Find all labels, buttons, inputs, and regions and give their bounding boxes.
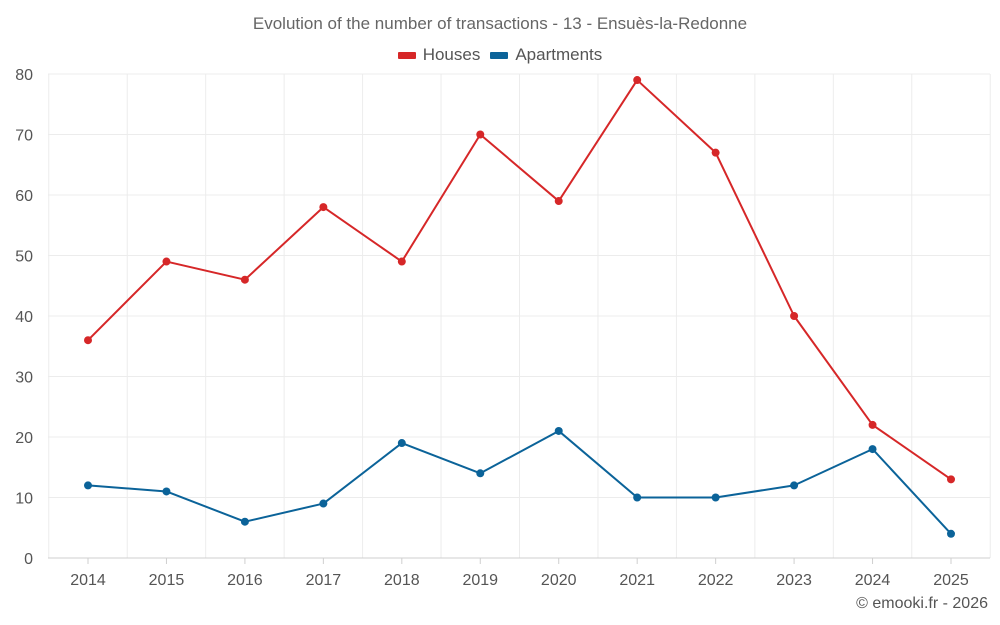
- data-point-apartments: [476, 469, 485, 478]
- x-tick-label: 2014: [70, 572, 106, 589]
- data-point-apartments: [84, 481, 92, 490]
- data-point-apartments: [633, 493, 642, 502]
- legend-label-apartments: Apartments: [515, 45, 603, 64]
- data-point-apartments: [240, 517, 249, 526]
- y-tick-label: 70: [15, 128, 33, 145]
- data-point-houses: [947, 475, 955, 484]
- data-point-apartments: [162, 487, 171, 496]
- y-tick-label: 20: [15, 430, 33, 447]
- legend-swatch-houses: [397, 51, 416, 59]
- x-tick-label: 2016: [227, 572, 263, 589]
- x-tick-label: 2024: [855, 572, 891, 589]
- data-point-houses: [397, 257, 406, 266]
- legend-swatch-apartments: [490, 51, 509, 59]
- y-tick-label: 40: [15, 309, 33, 326]
- data-point-houses: [476, 130, 485, 139]
- legend-item-houses[interactable]: Houses: [397, 45, 481, 65]
- data-point-apartments: [868, 445, 877, 454]
- data-point-houses: [84, 336, 92, 345]
- y-tick-label: 50: [15, 249, 33, 266]
- y-tick-label: 80: [15, 67, 33, 84]
- x-tick-label: 2017: [306, 572, 342, 589]
- chart-title: Evolution of the number of transactions …: [252, 14, 748, 33]
- x-tick-label: 2018: [384, 572, 420, 589]
- series-line-apartments: [87, 429, 952, 535]
- x-tick-label: 2022: [698, 572, 734, 589]
- legend-label-houses: Houses: [422, 45, 481, 64]
- y-tick-label: 30: [15, 370, 33, 387]
- y-tick-label: 60: [15, 188, 33, 205]
- data-point-houses: [319, 203, 328, 212]
- credit-text: © emooki.fr - 2026: [856, 595, 988, 612]
- data-point-apartments: [790, 481, 799, 490]
- x-tick-label: 2021: [619, 572, 655, 589]
- data-point-apartments: [947, 529, 955, 538]
- data-point-houses: [790, 312, 799, 320]
- x-tick-label: 2015: [149, 572, 185, 589]
- data-point-houses: [162, 257, 171, 266]
- data-point-apartments: [319, 499, 328, 508]
- series-line-houses: [87, 79, 952, 481]
- data-point-houses: [633, 76, 642, 85]
- y-tick-label: 0: [24, 551, 33, 568]
- data-point-apartments: [397, 439, 406, 448]
- data-point-houses: [711, 148, 720, 157]
- data-point-houses: [868, 420, 877, 429]
- x-tick-label: 2023: [776, 572, 812, 589]
- legend-item-apartments[interactable]: Apartments: [490, 45, 602, 65]
- x-tick-label: 2025: [933, 572, 969, 589]
- legend: Houses Apartments: [0, 45, 1000, 65]
- x-tick-label: 2020: [541, 572, 577, 589]
- x-tick-label: 2019: [462, 572, 498, 589]
- data-point-apartments: [711, 493, 720, 502]
- y-tick-label: 10: [15, 491, 33, 508]
- data-point-houses: [554, 197, 563, 206]
- data-point-houses: [240, 275, 249, 284]
- data-point-apartments: [554, 426, 563, 435]
